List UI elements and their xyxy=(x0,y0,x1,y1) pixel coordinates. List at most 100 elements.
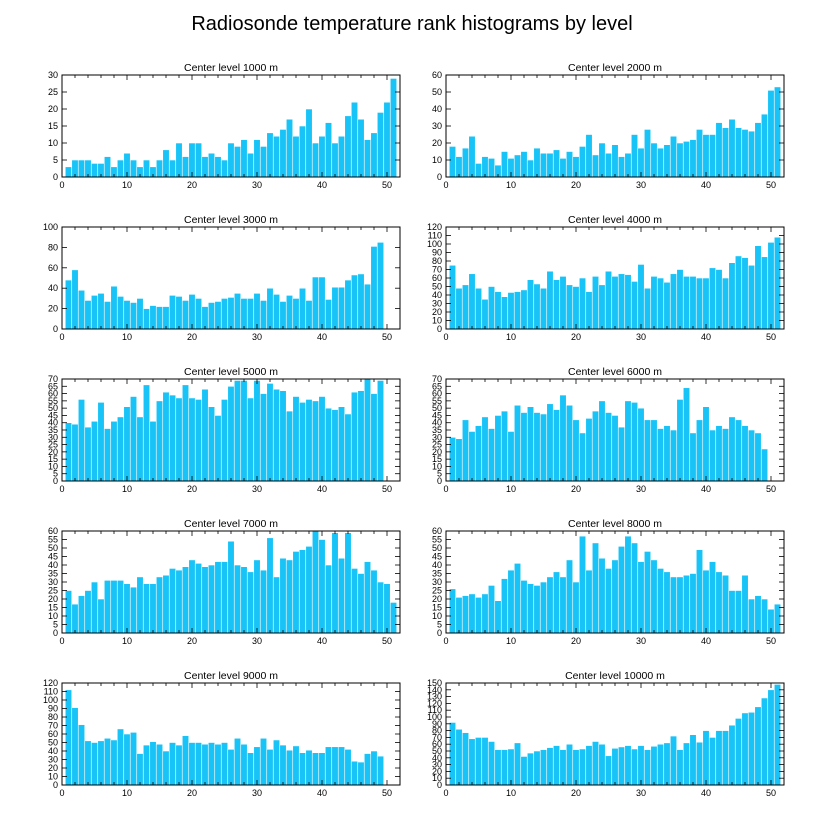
histogram-bar xyxy=(747,264,756,330)
histogram-bar xyxy=(539,287,548,330)
histogram-bar xyxy=(578,146,587,178)
histogram-bar xyxy=(507,292,515,330)
histogram-bar xyxy=(350,391,359,482)
histogram-bar xyxy=(559,275,567,330)
histogram-bar xyxy=(585,134,593,178)
histogram-bar xyxy=(168,295,177,330)
histogram-bar xyxy=(650,419,658,482)
x-tick-label: 0 xyxy=(443,788,448,798)
histogram-bar xyxy=(324,407,333,482)
y-tick-label: 45 xyxy=(48,552,58,562)
y-tick-label: 25 xyxy=(432,586,442,596)
histogram-bar xyxy=(533,147,541,178)
x-tick-label: 40 xyxy=(317,484,327,494)
y-tick-label: 30 xyxy=(432,577,442,587)
histogram-bar xyxy=(233,292,242,330)
y-tick-label: 20 xyxy=(48,104,58,114)
histogram-bar xyxy=(728,724,736,786)
y-tick-label: 0 xyxy=(437,780,442,790)
histogram-bar xyxy=(695,741,704,786)
histogram-bar xyxy=(292,396,300,482)
x-tick-label: 10 xyxy=(506,180,516,190)
histogram-bar xyxy=(142,159,151,178)
histogram-bar xyxy=(142,384,151,482)
y-tick-label: 0 xyxy=(437,476,442,486)
y-tick-label: 110 xyxy=(428,705,442,715)
histogram-bar xyxy=(559,394,567,482)
histogram-bar xyxy=(155,576,164,634)
histogram-bar xyxy=(97,740,105,786)
y-tick-label: 40 xyxy=(432,753,442,763)
histogram-bar xyxy=(663,281,671,330)
histogram-bar xyxy=(526,752,535,786)
histogram-bar xyxy=(110,739,118,786)
histogram-bar xyxy=(591,741,600,786)
histogram-bar xyxy=(741,425,749,482)
histogram-bar xyxy=(181,300,190,330)
y-tick-label: 20 xyxy=(432,307,442,317)
histogram-bar xyxy=(259,569,268,634)
y-tick-label: 10 xyxy=(48,138,58,148)
x-tick-label: 0 xyxy=(59,636,64,646)
panel-4: Center level 4000 m0 10 20 30 40 500102030405… xyxy=(427,214,785,342)
histogram-bar xyxy=(129,159,138,178)
histogram-bar xyxy=(474,163,483,178)
histogram-bar xyxy=(337,557,346,634)
histogram-bar xyxy=(279,390,287,482)
histogram-bar xyxy=(773,603,782,634)
y-tick-label: 20 xyxy=(432,594,442,604)
histogram-bar xyxy=(233,564,242,634)
histogram-bar xyxy=(643,129,652,178)
histogram-bar xyxy=(533,412,541,482)
histogram-bar xyxy=(461,419,470,482)
y-tick-label: 90 xyxy=(432,719,442,729)
x-tick-label: 20 xyxy=(571,636,581,646)
y-tick-label: 35 xyxy=(48,425,58,435)
histogram-bar xyxy=(266,132,274,178)
histogram-bar xyxy=(188,397,196,482)
y-tick-label: 70 xyxy=(48,721,58,731)
histogram-bar xyxy=(656,277,665,330)
histogram-bar xyxy=(481,156,489,178)
x-tick-label: 30 xyxy=(636,484,646,494)
histogram-bar xyxy=(676,142,684,178)
histogram-bar xyxy=(311,752,320,786)
histogram-bar xyxy=(676,399,684,482)
histogram-bar xyxy=(136,298,144,330)
histogram-bar xyxy=(728,416,736,482)
histogram-bar xyxy=(624,152,632,178)
y-tick-label: 60 xyxy=(432,273,442,283)
histogram-bar xyxy=(233,380,242,482)
histogram-bar xyxy=(500,410,509,482)
histogram-bar xyxy=(233,737,242,786)
histogram-bar xyxy=(376,755,385,786)
histogram-bar xyxy=(513,742,522,786)
histogram-bar xyxy=(591,410,600,482)
histogram-bar xyxy=(318,135,326,178)
histogram-bar xyxy=(272,739,281,786)
panel-title: Center level 5000 m xyxy=(184,366,278,378)
histogram-bar xyxy=(494,291,502,330)
histogram-bar xyxy=(142,583,151,634)
histogram-bar xyxy=(136,576,144,634)
x-tick-label: 30 xyxy=(252,636,262,646)
y-tick-label: 80 xyxy=(48,712,58,722)
histogram-bar xyxy=(337,135,346,178)
histogram-bar xyxy=(487,286,496,330)
histogram-bar xyxy=(455,438,463,482)
x-tick-label: 10 xyxy=(122,484,132,494)
histogram-bar xyxy=(363,561,372,634)
histogram-bar xyxy=(97,292,105,330)
histogram-bar xyxy=(71,269,79,330)
histogram-bar xyxy=(240,743,248,786)
histogram-bar xyxy=(188,742,196,786)
panels: Center level 1000 m0 10 20 30 40 500510152025… xyxy=(43,62,785,798)
histogram-bar xyxy=(513,404,522,482)
y-tick-label: 15 xyxy=(48,603,58,613)
y-tick-label: 30 xyxy=(432,760,442,770)
histogram-bar xyxy=(533,750,541,786)
x-tick-label: 30 xyxy=(636,636,646,646)
x-tick-label: 40 xyxy=(317,636,327,646)
histogram-bar xyxy=(598,400,606,482)
y-tick-label: 45 xyxy=(432,410,442,420)
